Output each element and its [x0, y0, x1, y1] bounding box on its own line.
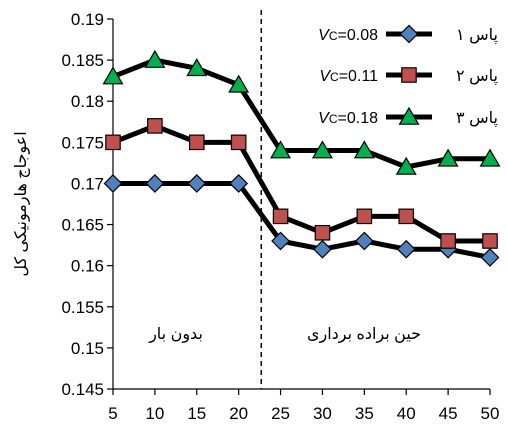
- y-tick-label: 0.17: [71, 174, 104, 193]
- series-layer: [102, 49, 501, 267]
- y-tick-label: 0.18: [71, 92, 104, 111]
- legend-vc-label: VC=0.18: [318, 110, 378, 127]
- x-ticks: 5 10 15 20 25 30 35 40 45 50: [108, 389, 499, 423]
- legend-series-name: پاس ۲: [456, 68, 498, 86]
- series-3-line: [112, 57, 490, 170]
- series-2: [105, 118, 498, 249]
- series-3-point: [311, 140, 333, 159]
- x-tick-label: 50: [481, 404, 500, 423]
- legend-entry-3: VC=0.18 پاس ۳: [318, 106, 498, 128]
- y-tick-label: 0.155: [61, 298, 104, 317]
- y-tick-label: 0.145: [61, 380, 104, 399]
- x-tick-label: 15: [187, 404, 206, 423]
- series-2-point: [314, 224, 331, 241]
- series-1-line: [113, 180, 491, 260]
- series-2-point: [398, 208, 415, 225]
- series-1-point: [229, 174, 249, 193]
- annotation-during-cutting: حین براده برداری: [307, 326, 421, 344]
- series-3-point: [144, 49, 166, 68]
- legend-series-name: پاس ۳: [456, 110, 498, 128]
- series-1-point: [187, 174, 207, 193]
- series-3-point: [270, 140, 292, 159]
- x-tick-label: 45: [439, 404, 458, 423]
- series-2-line: [112, 123, 490, 244]
- series-2-point: [230, 134, 247, 151]
- series-1-point: [103, 174, 123, 193]
- y-tick-label: 0.175: [61, 133, 104, 152]
- legend-series-name: پاس ۱: [456, 27, 498, 45]
- series-3-point: [395, 156, 417, 175]
- y-axis-label: اعوجاج هارمونیکی کل: [13, 131, 31, 276]
- y-ticks: 0.145 0.15 0.155 0.16 0.165 0.17 0.175 0.18 0.18…: [61, 10, 113, 399]
- series-2-point: [188, 134, 205, 151]
- series-1-point: [271, 231, 290, 251]
- series-3-point: [102, 66, 124, 85]
- series-1-point: [313, 239, 332, 259]
- series-1-point: [354, 231, 374, 251]
- y-tick-label: 0.19: [71, 10, 104, 29]
- y-tick-label: 0.185: [61, 51, 104, 70]
- series-2-point: [147, 118, 163, 134]
- x-tick-label: 25: [271, 404, 290, 423]
- series-3-point: [186, 58, 208, 77]
- legend: VC=0.08 پاس ۱ VC=0.11 پاس ۲ VC=0.18 پاس ۳: [318, 24, 498, 128]
- legend-marker: [401, 67, 417, 83]
- x-tick-label: 10: [145, 404, 164, 423]
- y-tick-label: 0.16: [71, 257, 104, 276]
- x-tick-label: 5: [108, 404, 117, 423]
- series-3-point: [437, 148, 459, 167]
- series-2-point: [105, 134, 121, 151]
- series-2-point: [482, 233, 498, 249]
- legend-vc-label: VC=0.11: [319, 68, 378, 85]
- annotation-no-load: بدون بار: [148, 326, 203, 344]
- series-2-point: [272, 208, 289, 225]
- legend-marker: [398, 106, 420, 125]
- legend-entry-2: VC=0.11 پاس ۲: [319, 67, 498, 86]
- series-3: [102, 49, 501, 175]
- y-tick-label: 0.165: [61, 216, 104, 235]
- legend-marker: [399, 24, 419, 44]
- legend-vc-label: VC=0.08: [318, 27, 378, 44]
- y-tick-label: 0.15: [71, 339, 104, 358]
- series-3-point: [479, 148, 501, 167]
- series-1-point: [396, 239, 416, 259]
- x-tick-label: 40: [397, 404, 416, 423]
- series-1-point: [480, 248, 500, 267]
- x-tick-label: 20: [229, 404, 248, 423]
- x-tick-label: 35: [355, 404, 374, 423]
- series-3-point: [228, 74, 250, 93]
- series-1: [103, 174, 500, 267]
- x-tick-label: 30: [313, 404, 332, 423]
- series-2-point: [356, 208, 373, 225]
- series-2-point: [440, 233, 456, 249]
- legend-entry-1: VC=0.08 پاس ۱: [318, 24, 498, 45]
- series-3-point: [353, 140, 375, 159]
- series-1-point: [145, 174, 165, 193]
